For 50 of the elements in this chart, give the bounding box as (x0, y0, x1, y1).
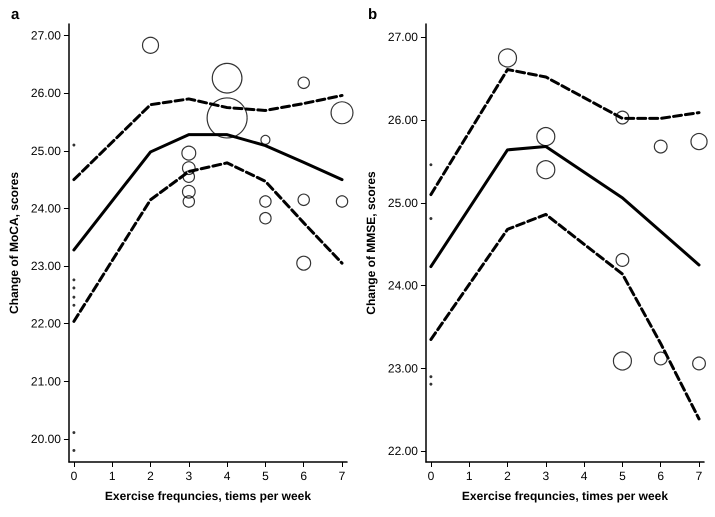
y-tick-label: 25.00 (388, 196, 418, 210)
y-tick-label: 21.00 (30, 374, 62, 388)
x-tick-label: 1 (466, 469, 473, 483)
line-series (429, 212, 701, 420)
x-tick-label: 4 (580, 469, 588, 483)
point (429, 163, 432, 166)
y-tick-label: 23.00 (30, 259, 62, 274)
y-tick-label: 25.00 (30, 144, 62, 158)
point (429, 375, 432, 378)
point (72, 278, 76, 282)
y-tick-label: 22.00 (388, 444, 418, 458)
x-tick-label: 3 (185, 469, 192, 483)
point (72, 144, 76, 147)
y-tick-label: 27.00 (30, 28, 62, 43)
y-tick-label: 27.00 (388, 30, 418, 44)
y-tick-label: 23.00 (388, 361, 418, 376)
y-axis-title: Change of MMSE, scores (364, 171, 378, 315)
x-tick-label: 2 (147, 469, 154, 483)
y-tick-label: 20.00 (30, 432, 62, 446)
point (72, 286, 76, 290)
point (429, 217, 432, 220)
chart-title: a (11, 6, 20, 23)
x-tick-label: 5 (262, 469, 270, 483)
x-axis-title: Exercise frequncies, tiems per week (104, 489, 312, 503)
y-tick-label: 26.00 (388, 113, 418, 128)
point (429, 382, 432, 386)
x-tick-label: 6 (300, 469, 308, 483)
y-tick-label: 24.00 (388, 278, 418, 293)
y-tick-label: 24.00 (30, 201, 62, 216)
x-tick-label: 3 (542, 469, 550, 483)
chart-title: b (368, 6, 378, 23)
y-axis-title: Change of MoCA, scores (7, 172, 21, 314)
point (72, 448, 76, 452)
y-tick-label: 26.00 (30, 86, 62, 100)
x-tick-label: 2 (504, 469, 512, 483)
x-tick-label: 6 (657, 469, 664, 483)
x-axis-title: Exercise frequncies, times per week (462, 489, 668, 503)
line-series (72, 94, 344, 182)
x-tick-label: 7 (338, 469, 346, 483)
y-tick-label: 22.00 (30, 316, 62, 331)
x-tick-label: 5 (619, 469, 626, 483)
point (72, 296, 76, 299)
x-tick-label: 1 (108, 469, 116, 483)
x-tick-label: 7 (696, 469, 703, 483)
line-series (72, 161, 344, 323)
x-tick-label: 4 (224, 469, 231, 483)
point (72, 431, 76, 434)
point (72, 304, 76, 307)
x-tick-label: 0 (70, 469, 78, 483)
x-tick-label: 0 (428, 469, 435, 483)
